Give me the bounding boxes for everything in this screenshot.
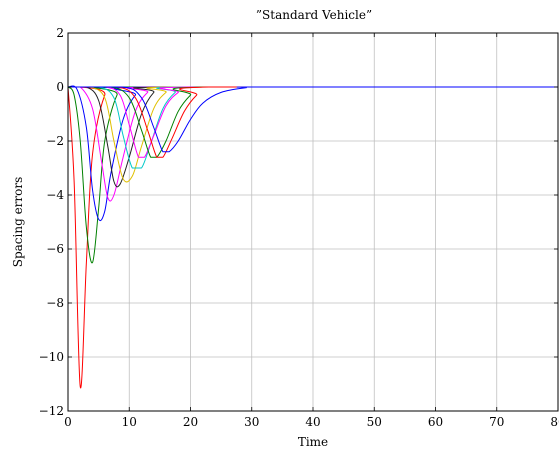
- x-tick-label: 0: [64, 415, 72, 429]
- series-line-10: [68, 86, 558, 158]
- series-lines: [67, 85, 558, 389]
- y-tick-labels: −12 −10 −8 −6 −4 −2 0 2: [39, 26, 65, 418]
- x-tick-label: 60: [428, 415, 443, 429]
- y-tick-label: −10: [39, 350, 64, 364]
- y-axis-label: Spacing errors: [11, 177, 25, 268]
- y-tick-label: −8: [46, 296, 64, 310]
- y-tick-label: −4: [46, 188, 64, 202]
- x-tick-label: 20: [183, 415, 198, 429]
- x-tick-label: 10: [122, 415, 137, 429]
- x-tick-label: 80: [550, 415, 559, 429]
- x-tick-label: 50: [367, 415, 382, 429]
- x-axis-label: Time: [298, 435, 328, 449]
- series-line-11: [68, 86, 558, 153]
- x-tick-label: 40: [305, 415, 320, 429]
- y-tick-label: −6: [46, 242, 64, 256]
- x-tick-label: 30: [244, 415, 259, 429]
- chart-title: ”Standard Vehicle”: [256, 8, 372, 22]
- axis-ticks: [67, 32, 559, 412]
- x-tick-label: 70: [489, 415, 504, 429]
- y-tick-label: −2: [46, 134, 64, 148]
- y-tick-label: 0: [56, 80, 64, 94]
- y-tick-label: 2: [56, 26, 64, 40]
- x-tick-labels: 0 10 20 30 40 50 60 70 80: [64, 415, 559, 429]
- y-tick-label: −12: [39, 404, 64, 418]
